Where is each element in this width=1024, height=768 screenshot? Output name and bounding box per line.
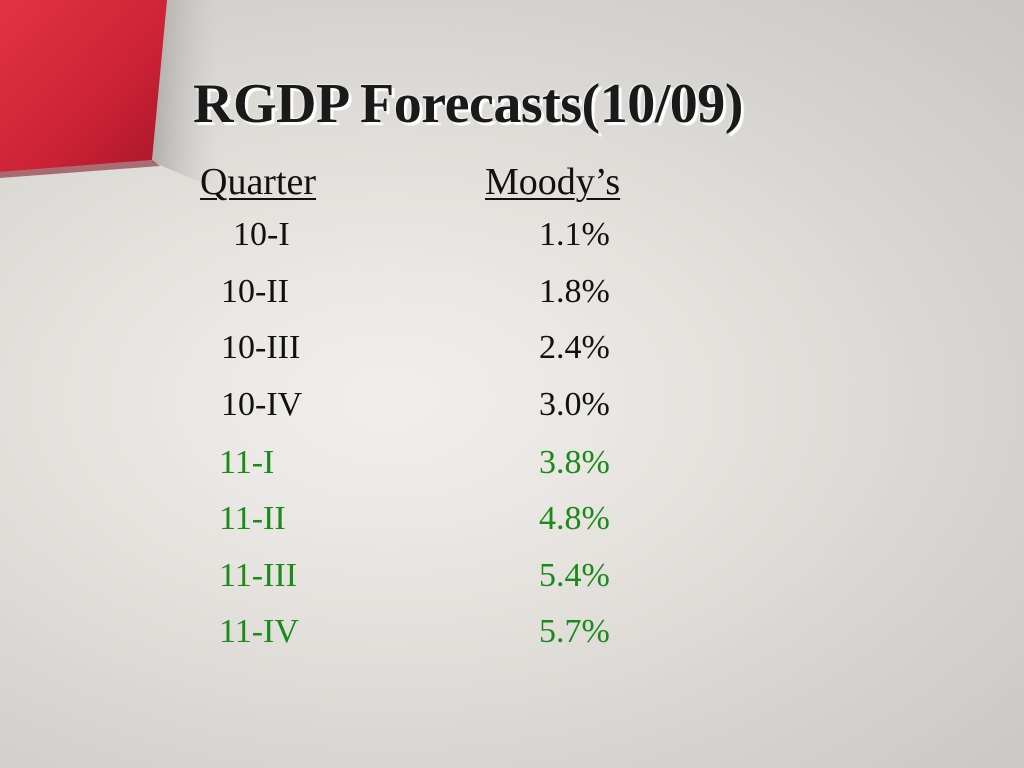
forecast-cell: 1.8% (539, 273, 610, 310)
quarter-cell: 11-III (219, 557, 298, 594)
forecast-cell: 3.8% (539, 444, 610, 481)
forecast-cell: 5.4% (539, 557, 610, 594)
quarter-cell: 11-IV (219, 613, 299, 650)
quarter-cell: 10-III (221, 329, 301, 366)
red-corner-decoration (0, 0, 220, 190)
quarter-cell: 10-IV (221, 386, 303, 423)
quarter-cell: 11-II (219, 500, 286, 537)
forecast-cell: 2.4% (539, 329, 610, 366)
slide-title: RGDP Forecasts(10/09) (193, 73, 743, 135)
quarter-cell: 10-II (221, 273, 289, 310)
forecast-cell: 3.0% (539, 386, 610, 423)
moodys-column-header: Moody’s (485, 161, 621, 203)
forecast-cell: 5.7% (539, 613, 610, 650)
forecast-cell: 1.1% (539, 216, 610, 253)
forecast-cell: 4.8% (539, 500, 610, 537)
quarter-cell: 11-I (219, 444, 275, 481)
quarter-cell: 10-I (233, 216, 290, 253)
quarter-column-header: Quarter (200, 161, 317, 203)
